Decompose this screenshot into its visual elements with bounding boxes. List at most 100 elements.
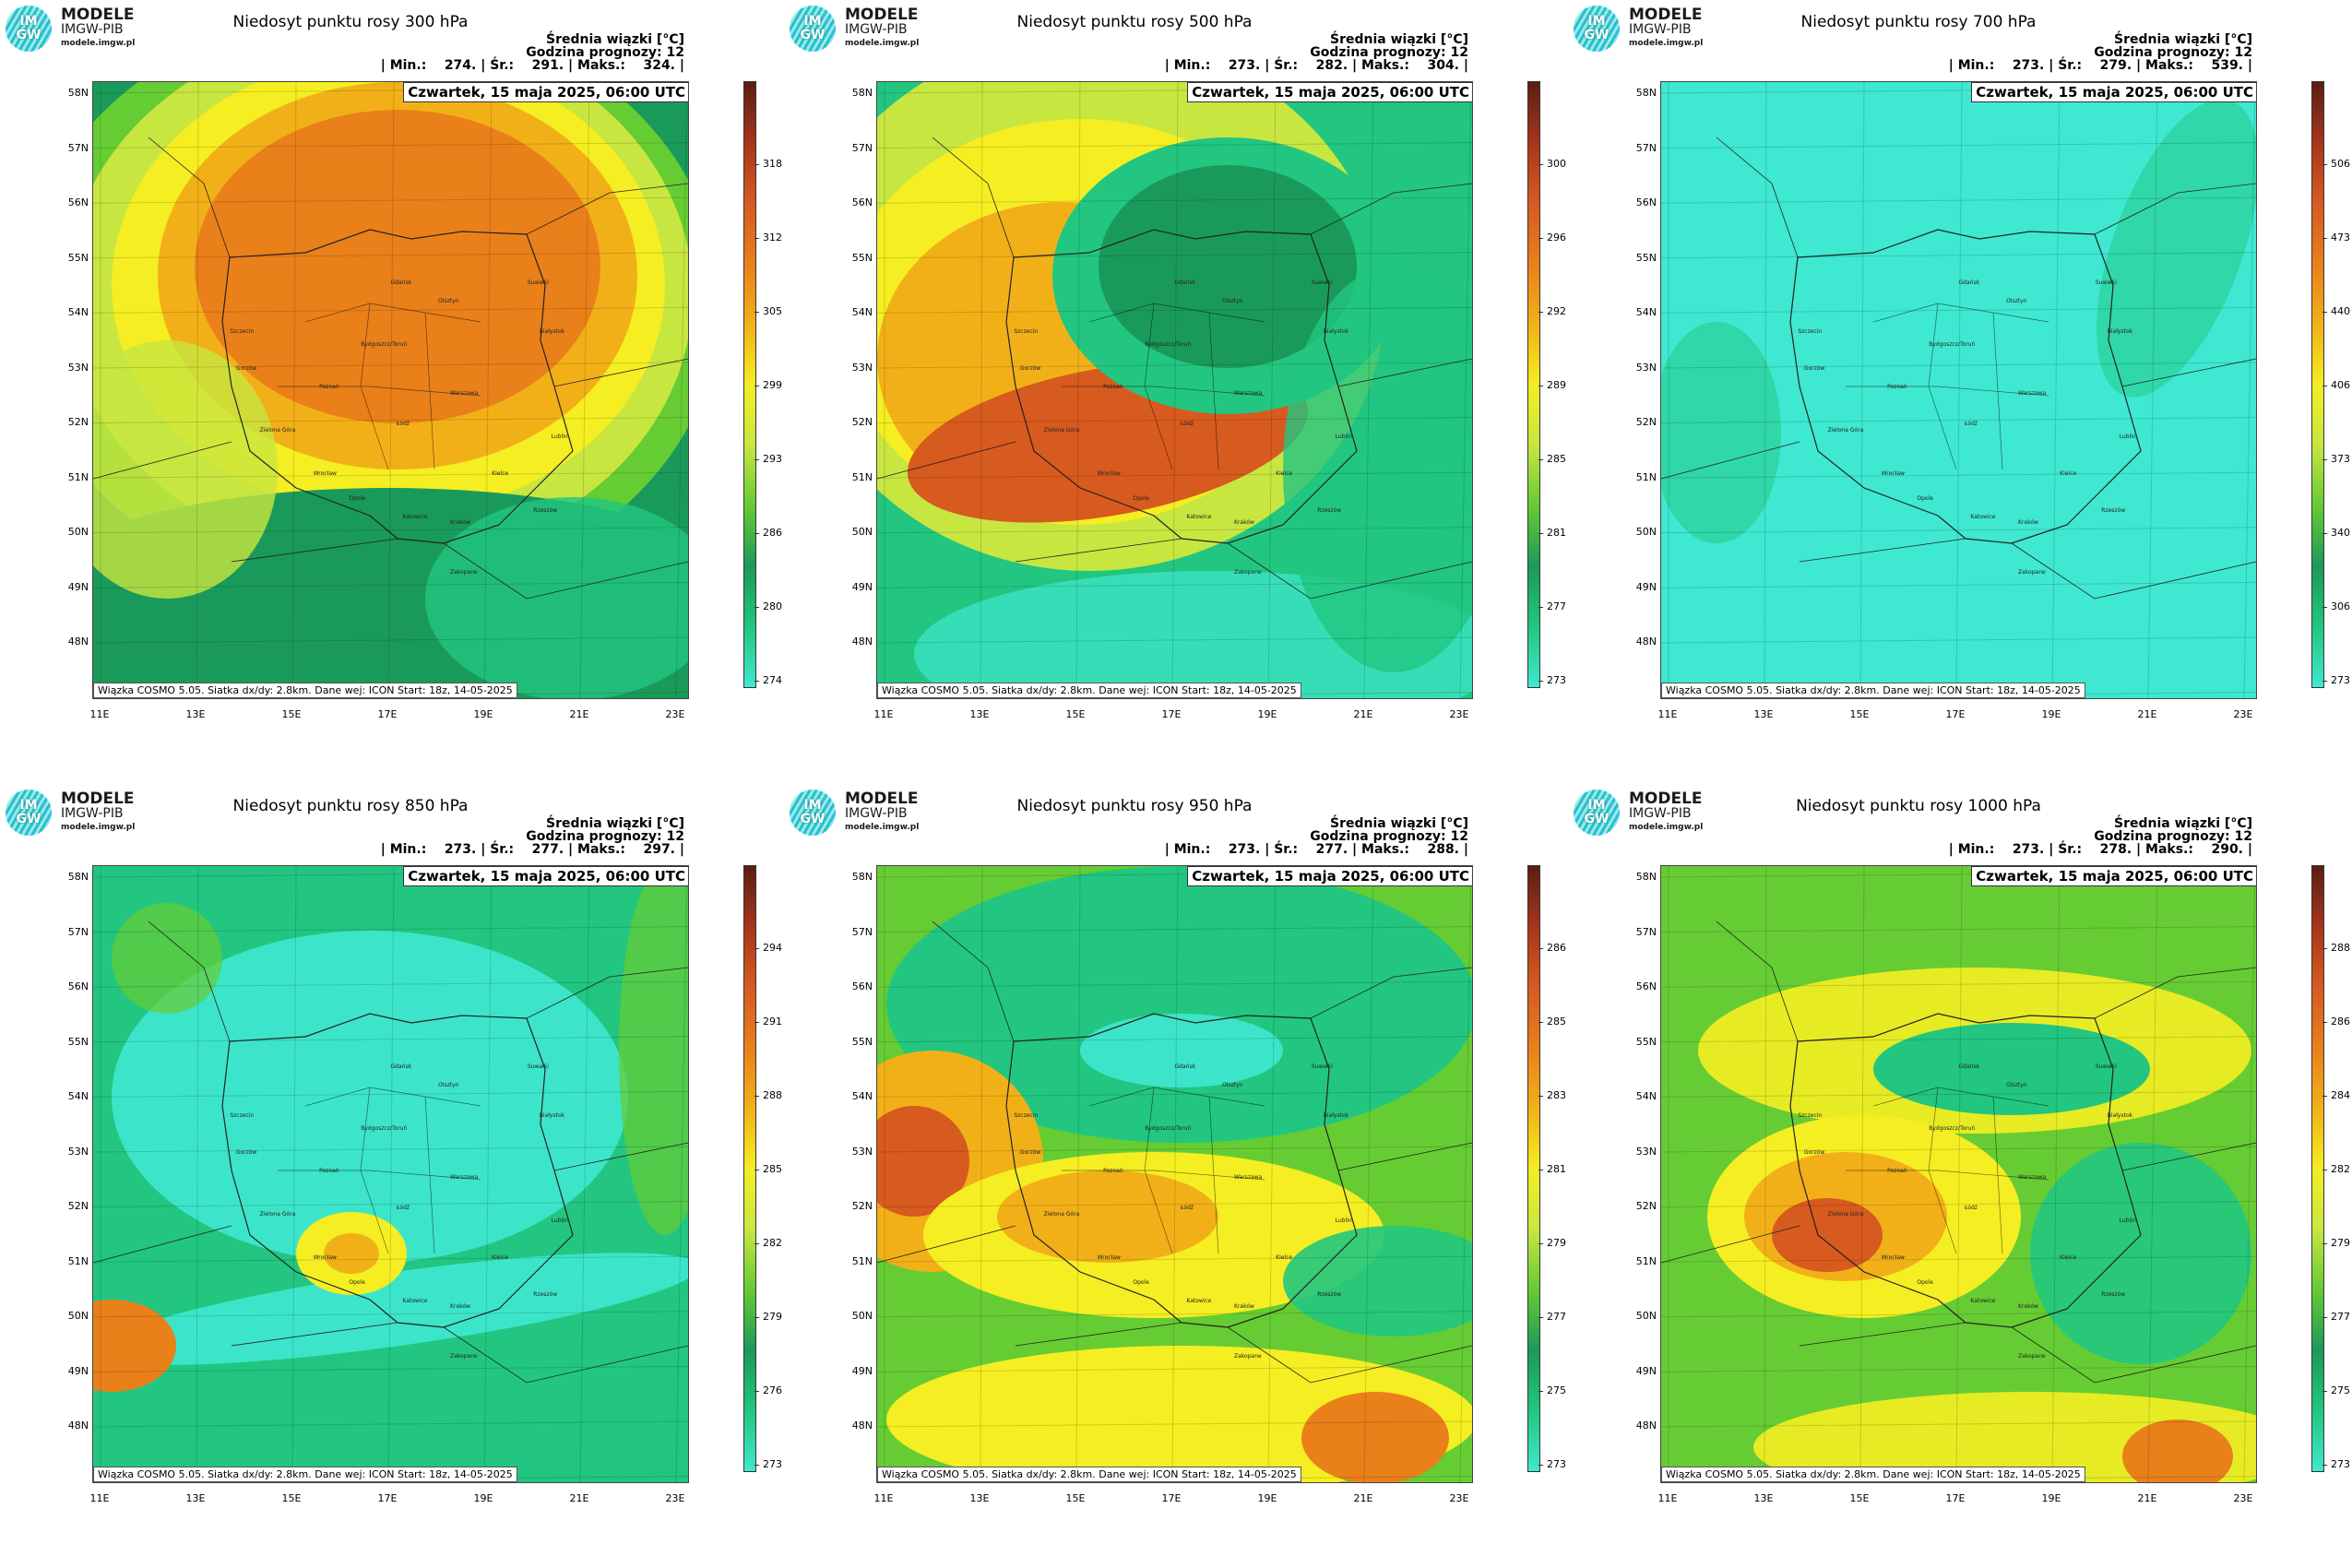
- logo-org: IMGW-PIB: [845, 22, 908, 37]
- latitude-tick: 56N: [851, 980, 873, 992]
- city-label: Gdańsk: [390, 1063, 412, 1070]
- logo-mark-bottom: GW: [16, 28, 42, 42]
- city-label: Wrocław: [1881, 469, 1905, 477]
- colorbar-tick-label: 288: [763, 1089, 782, 1101]
- colorbar-tick-label: 286: [1547, 942, 1566, 954]
- city-label: Zielona Góra: [1043, 1211, 1080, 1218]
- colorbar-tick-mark: [2322, 1022, 2327, 1023]
- longitude-tick: 11E: [89, 1492, 110, 1504]
- map-area: Gdańsk Olsztyn Suwałki Szczecin Bydgoszcz/To…: [876, 865, 1473, 1483]
- field-plot: [877, 82, 1472, 698]
- city-label: Katowice: [1186, 513, 1212, 520]
- longitude-tick: 11E: [1657, 708, 1678, 720]
- forecast-hour-label: Godzina prognozy: 12: [526, 829, 684, 844]
- city-label: Gdańsk: [1174, 279, 1196, 286]
- logo-mark-icon: IM GW: [1574, 790, 1620, 836]
- city-label: Katowice: [402, 1297, 428, 1304]
- forecast-hour-label: Godzina prognozy: 12: [1310, 829, 1468, 844]
- city-label: Olsztyn: [2006, 1081, 2027, 1088]
- colorbar-tick-label: 292: [1547, 305, 1566, 317]
- city-label: Szczecin: [230, 328, 255, 336]
- latitude-tick: 58N: [1635, 871, 1657, 883]
- colorbar-tick-label: 285: [1547, 453, 1566, 465]
- colorbar: [743, 865, 756, 1472]
- longitude-tick: 23E: [1449, 708, 1469, 720]
- latitude-tick: 51N: [851, 470, 873, 483]
- city-label: Bydgoszcz/Toruń: [361, 1124, 408, 1132]
- colorbar-tick-label: 318: [763, 158, 782, 170]
- latitude-tick: 50N: [851, 526, 873, 538]
- city-label: Rzeszów: [2101, 1290, 2126, 1298]
- model-credit: Wiązka COSMO 5.05. Siatka dx/dy: 2.8km. …: [1661, 1467, 2085, 1482]
- city-label: Wrocław: [313, 469, 337, 477]
- longitude-tick: 11E: [873, 1492, 894, 1504]
- longitude-tick: 13E: [185, 708, 206, 720]
- latitude-tick: 50N: [851, 1310, 873, 1322]
- colorbar-tick-label: 282: [2331, 1163, 2350, 1175]
- latitude-tick: 52N: [851, 1200, 873, 1212]
- colorbar-tick-label: 284: [2331, 1089, 2350, 1101]
- colorbar-tick-label: 285: [763, 1163, 782, 1175]
- city-label: Bydgoszcz/Toruń: [361, 340, 408, 348]
- colorbar-tick-label: 294: [763, 942, 782, 954]
- logo-mark-top: IM: [19, 798, 38, 813]
- stats-label: | Min.: 274. | Śr.: 291. | Maks.: 324. |: [380, 58, 684, 73]
- city-label: Gorzów: [1803, 1149, 1825, 1157]
- ensemble-mean-label: Średnia wiązki [°C]: [546, 32, 684, 47]
- latitude-tick: 58N: [1635, 87, 1657, 99]
- city-label: Opole: [1917, 494, 1933, 502]
- colorbar: [2311, 81, 2324, 688]
- city-label: Rzeszów: [2101, 506, 2126, 514]
- colorbar-tick-mark: [754, 533, 759, 534]
- colorbar-tick-label: 275: [2331, 1384, 2350, 1396]
- latitude-tick: 58N: [67, 87, 89, 99]
- city-label: Zakopane: [450, 1352, 478, 1360]
- forecast-hour-label: Godzina prognozy: 12: [2094, 45, 2252, 60]
- colorbar-tick-mark: [2322, 1391, 2327, 1392]
- colorbar-tick-mark: [2322, 1243, 2327, 1244]
- city-label: Rzeszów: [1317, 506, 1342, 514]
- city-label: Suwałki: [527, 1063, 549, 1070]
- city-label: Łódź: [1180, 421, 1194, 428]
- city-label: Olsztyn: [1222, 297, 1243, 304]
- colorbar-tick-label: 340: [2331, 527, 2350, 539]
- latitude-tick: 54N: [1635, 1090, 1657, 1102]
- city-label: Gdańsk: [1958, 1063, 1980, 1070]
- longitude-tick: 19E: [2041, 1492, 2061, 1504]
- map-panel: IM GW MODELE IMGW-PIB modele.imgw.pl Niedosyt…: [784, 784, 1568, 1568]
- colorbar-tick-mark: [754, 1022, 759, 1023]
- colorbar-tick-label: 273: [763, 1458, 782, 1470]
- latitude-tick: 55N: [1635, 251, 1657, 264]
- latitude-tick: 49N: [1635, 1364, 1657, 1377]
- latitude-tick: 48N: [851, 636, 873, 647]
- colorbar-tick-mark: [2322, 164, 2327, 165]
- longitude-tick: 21E: [2137, 708, 2157, 720]
- city-label: Warszawa: [1234, 390, 1263, 397]
- city-label: Lublin: [1335, 433, 1352, 440]
- colorbar-tick-mark: [2322, 607, 2327, 608]
- latitude-tick: 55N: [67, 1035, 89, 1048]
- longitude-tick: 19E: [1257, 1492, 1277, 1504]
- latitude-tick: 54N: [851, 1090, 873, 1102]
- latitude-tick: 57N: [851, 141, 873, 154]
- logo-name: MODELE: [1629, 790, 1703, 808]
- city-label: Zakopane: [2018, 568, 2046, 576]
- city-label: Szczecin: [1798, 1112, 1823, 1120]
- colorbar-tick-label: 279: [1547, 1237, 1566, 1249]
- latitude-tick: 52N: [851, 416, 873, 428]
- stats-label: | Min.: 273. | Śr.: 279. | Maks.: 539. |: [1948, 58, 2252, 73]
- longitude-tick: 19E: [2041, 708, 2061, 720]
- colorbar-tick-mark: [1538, 1096, 1543, 1097]
- colorbar-tick-label: 274: [763, 674, 782, 686]
- latitude-tick: 51N: [1635, 470, 1657, 483]
- longitude-tick: 21E: [1353, 1492, 1373, 1504]
- colorbar: [1527, 865, 1540, 1472]
- field-plot: [93, 866, 688, 1482]
- city-label: Zielona Góra: [1827, 427, 1864, 434]
- city-label: Warszawa: [450, 390, 479, 397]
- logo-name: MODELE: [61, 6, 135, 24]
- latitude-tick: 51N: [851, 1254, 873, 1267]
- city-label: Kraków: [1234, 1303, 1254, 1311]
- colorbar-tick-mark: [2322, 312, 2327, 313]
- logo-mark-bottom: GW: [800, 812, 826, 826]
